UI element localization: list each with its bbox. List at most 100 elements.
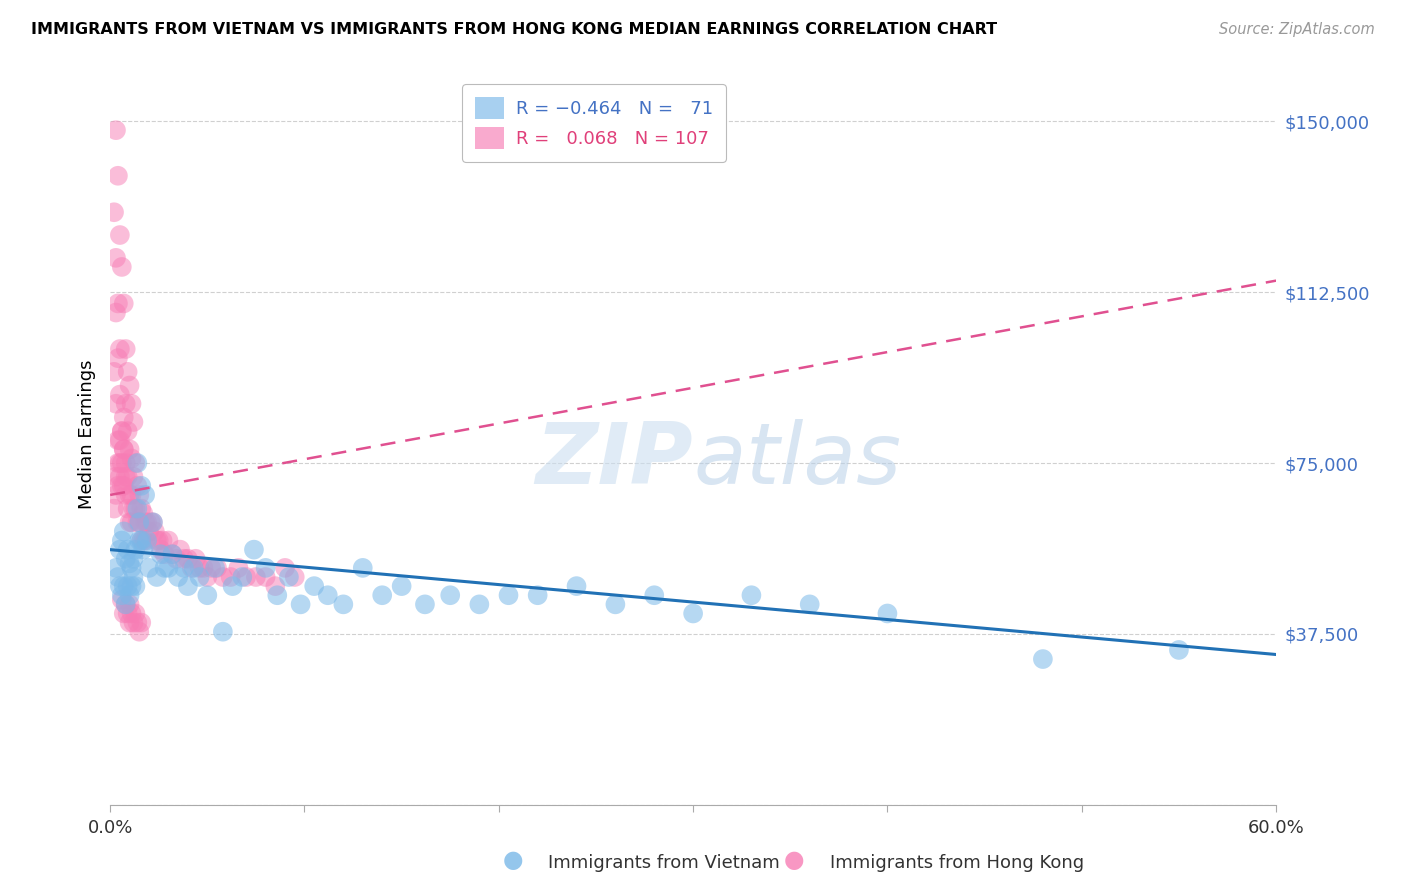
Text: ●: ● [785, 848, 804, 872]
Point [108, 542, 131, 557]
Point [122, 415, 145, 429]
Point [138, 524, 160, 539]
Point [277, 570, 299, 584]
Point [114, 551, 136, 566]
Point [526, 588, 548, 602]
Point [254, 561, 277, 575]
Point [138, 561, 160, 575]
Point [124, 456, 146, 470]
Point [128, 624, 150, 639]
Point [118, 598, 141, 612]
Point [149, 542, 172, 557]
Point [104, 469, 127, 483]
Point [111, 588, 134, 602]
Point [302, 579, 325, 593]
Point [165, 551, 187, 566]
Text: ●: ● [503, 848, 523, 872]
Point [122, 551, 145, 566]
Point [121, 451, 143, 466]
Point [157, 533, 180, 548]
Point [193, 561, 215, 575]
Point [114, 469, 136, 483]
Point [391, 579, 413, 593]
Point [118, 557, 141, 571]
Point [124, 607, 146, 621]
Point [124, 579, 146, 593]
Point [121, 397, 143, 411]
Legend: R = −0.464   N =   71, R =   0.068   N = 107: R = −0.464 N = 71, R = 0.068 N = 107 [463, 84, 725, 161]
Point [111, 260, 134, 274]
Point [128, 516, 150, 530]
Point [1167, 643, 1189, 657]
Point [740, 588, 762, 602]
Point [117, 542, 139, 557]
Text: IMMIGRANTS FROM VIETNAM VS IMMIGRANTS FROM HONG KONG MEDIAN EARNINGS CORRELATION: IMMIGRANTS FROM VIETNAM VS IMMIGRANTS FR… [31, 22, 997, 37]
Point [134, 516, 156, 530]
Point [682, 607, 704, 621]
Point [266, 588, 288, 602]
Point [107, 351, 129, 366]
Point [152, 533, 174, 548]
Point [195, 570, 218, 584]
Point [132, 506, 155, 520]
Point [129, 615, 152, 630]
Point [799, 598, 821, 612]
Point [127, 456, 149, 470]
Point [274, 561, 297, 575]
Point [143, 524, 166, 539]
Point [212, 570, 235, 584]
Text: Immigrants from Vietnam: Immigrants from Vietnam [548, 855, 780, 872]
Point [112, 442, 135, 457]
Point [127, 516, 149, 530]
Point [111, 424, 134, 438]
Point [413, 598, 436, 612]
Point [118, 378, 141, 392]
Point [129, 533, 152, 548]
Point [117, 607, 139, 621]
Point [284, 570, 307, 584]
Point [112, 410, 135, 425]
Point [235, 570, 257, 584]
Point [114, 598, 136, 612]
Point [134, 488, 156, 502]
Point [118, 488, 141, 502]
Point [173, 561, 195, 575]
Point [352, 561, 374, 575]
Point [124, 501, 146, 516]
Point [107, 570, 129, 584]
Point [117, 424, 139, 438]
Point [121, 607, 143, 621]
Point [169, 542, 191, 557]
Point [316, 588, 339, 602]
Point [122, 469, 145, 483]
Point [108, 342, 131, 356]
Point [183, 561, 205, 575]
Point [112, 479, 135, 493]
Point [219, 570, 242, 584]
Text: ZIP: ZIP [536, 419, 693, 502]
Point [231, 570, 253, 584]
Point [228, 561, 250, 575]
Point [200, 561, 222, 575]
Point [103, 365, 125, 379]
Point [108, 456, 131, 470]
Point [146, 533, 169, 548]
Point [117, 579, 139, 593]
Point [104, 488, 127, 502]
Point [205, 561, 228, 575]
Point [177, 551, 200, 566]
Point [162, 547, 184, 561]
Point [112, 607, 135, 621]
Point [121, 561, 143, 575]
Point [876, 607, 898, 621]
Point [188, 570, 211, 584]
Point [114, 342, 136, 356]
Point [117, 365, 139, 379]
Point [104, 123, 127, 137]
Point [290, 598, 312, 612]
Point [112, 296, 135, 310]
Point [122, 570, 145, 584]
Point [129, 501, 152, 516]
Point [107, 296, 129, 310]
Point [118, 588, 141, 602]
